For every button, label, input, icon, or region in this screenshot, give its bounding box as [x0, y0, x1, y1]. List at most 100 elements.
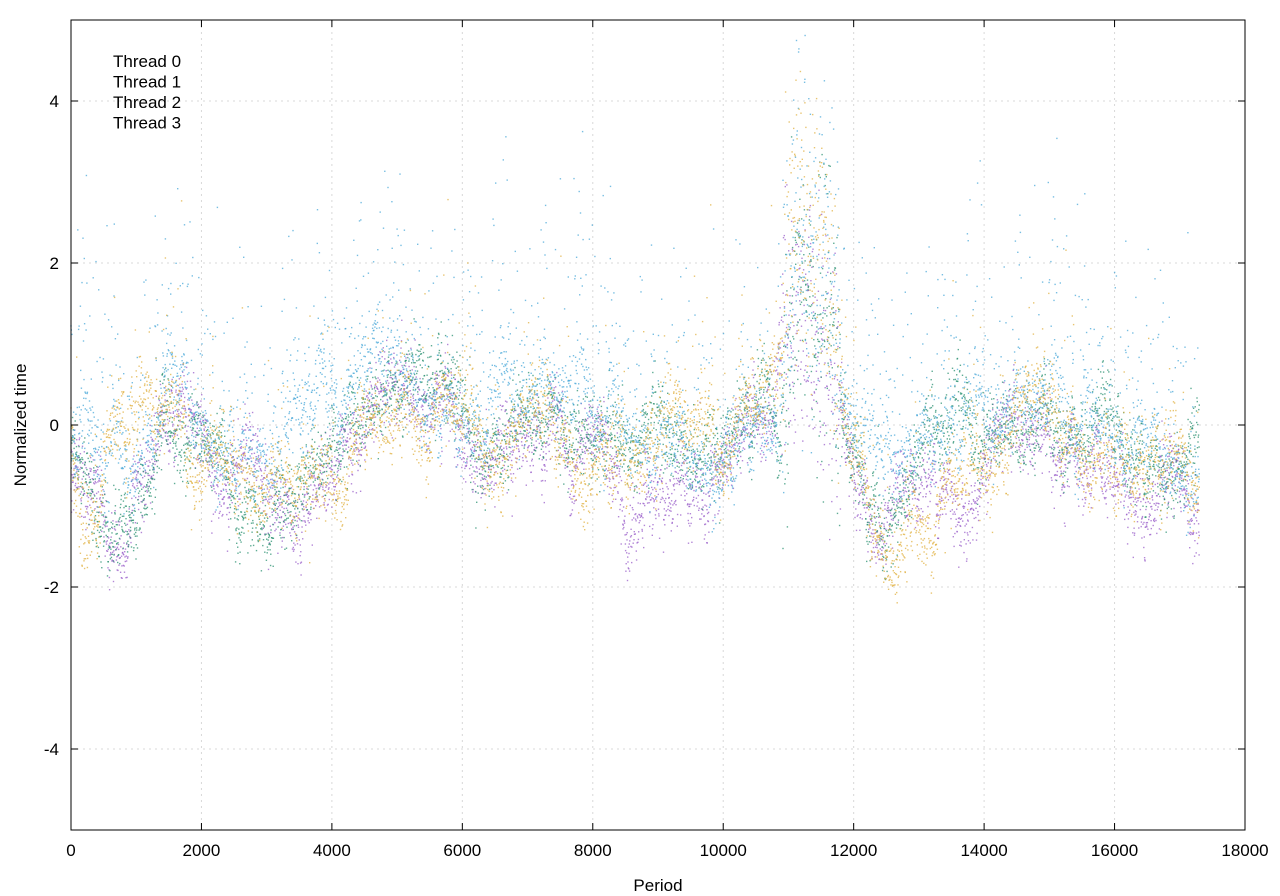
data-point	[119, 521, 121, 523]
data-point	[256, 435, 259, 437]
data-point	[541, 494, 543, 496]
data-point	[85, 482, 88, 484]
data-point	[590, 453, 592, 455]
data-point	[868, 504, 870, 506]
data-point	[936, 503, 938, 506]
data-point	[801, 409, 803, 411]
data-point	[686, 450, 688, 452]
data-point	[561, 411, 563, 413]
data-point	[1043, 429, 1046, 432]
data-point	[785, 373, 788, 375]
data-point	[596, 426, 598, 428]
data-point	[957, 521, 959, 523]
data-point	[331, 461, 333, 463]
data-point	[301, 531, 303, 533]
data-point	[422, 405, 424, 407]
data-point	[440, 463, 443, 465]
data-point	[131, 512, 133, 514]
data-point	[489, 468, 491, 471]
data-point	[149, 482, 152, 484]
data-point	[80, 458, 82, 461]
data-point	[894, 472, 896, 474]
data-point	[768, 423, 771, 426]
data-point	[230, 499, 232, 502]
data-point	[934, 463, 936, 466]
data-point	[1173, 507, 1175, 510]
data-point	[108, 544, 110, 547]
data-point	[261, 488, 264, 491]
data-point	[136, 485, 138, 487]
data-point	[614, 455, 616, 458]
data-point	[165, 432, 167, 434]
data-point	[1139, 478, 1142, 480]
data-point	[739, 435, 742, 437]
data-point	[1179, 478, 1181, 481]
data-point	[990, 434, 993, 436]
data-point	[545, 453, 547, 455]
data-point	[275, 508, 278, 510]
data-point	[239, 498, 241, 500]
data-point	[1093, 445, 1095, 447]
data-point	[1165, 482, 1168, 484]
data-point	[884, 502, 887, 504]
data-point	[679, 469, 681, 472]
data-point	[322, 466, 325, 469]
data-point	[174, 456, 176, 458]
data-point	[329, 428, 331, 431]
data-point	[1004, 449, 1006, 451]
data-point	[864, 502, 866, 504]
data-point	[468, 443, 471, 445]
data-point	[1078, 505, 1080, 507]
data-point	[551, 418, 553, 420]
data-point	[203, 440, 205, 442]
data-point	[407, 391, 409, 394]
data-point	[173, 434, 176, 436]
data-point	[257, 460, 259, 463]
data-point	[815, 384, 818, 386]
data-point	[573, 485, 575, 487]
data-point	[953, 493, 955, 496]
data-point	[278, 497, 280, 499]
data-point	[1061, 457, 1064, 460]
data-point	[783, 306, 786, 308]
data-point	[192, 372, 195, 374]
data-point	[645, 493, 648, 495]
data-point	[892, 519, 894, 521]
data-point	[181, 421, 183, 423]
data-point	[1001, 413, 1003, 416]
data-point	[760, 420, 762, 422]
data-point	[985, 437, 987, 439]
data-point	[634, 518, 637, 520]
data-point	[72, 477, 75, 479]
data-point	[500, 409, 503, 411]
data-point	[1188, 532, 1191, 535]
data-point	[171, 389, 173, 392]
data-point	[970, 503, 973, 505]
data-point	[108, 545, 111, 548]
data-point	[666, 467, 668, 469]
data-point	[1099, 467, 1102, 469]
data-point	[792, 250, 794, 252]
data-point	[519, 430, 522, 433]
data-point	[443, 380, 445, 382]
data-point	[88, 518, 91, 521]
data-point	[1187, 499, 1189, 501]
data-point	[928, 476, 930, 479]
data-point	[922, 458, 925, 461]
data-point	[469, 474, 471, 476]
data-point	[1069, 460, 1071, 462]
data-point	[961, 498, 963, 500]
data-point	[121, 565, 123, 567]
data-point	[946, 484, 948, 486]
data-point	[182, 421, 184, 423]
data-point	[222, 458, 225, 461]
data-point	[239, 440, 242, 442]
data-point	[89, 492, 91, 494]
data-point	[200, 456, 203, 458]
data-point	[80, 491, 83, 493]
data-point	[74, 437, 76, 440]
data-point	[405, 376, 407, 378]
data-point	[161, 427, 163, 430]
data-point	[155, 453, 157, 455]
data-point	[157, 433, 159, 435]
